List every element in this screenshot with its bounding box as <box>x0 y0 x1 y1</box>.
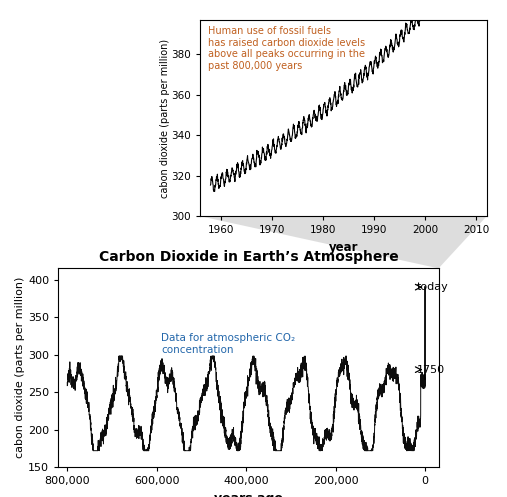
Text: Data for atmospheric CO₂
concentration: Data for atmospheric CO₂ concentration <box>161 333 295 355</box>
Y-axis label: cabon dioxide (parts per million): cabon dioxide (parts per million) <box>15 277 25 458</box>
Y-axis label: cabon dioxide (parts per million): cabon dioxide (parts per million) <box>160 38 170 198</box>
Text: today: today <box>417 282 448 292</box>
Text: Human use of fossil fuels
has raised carbon dioxide levels
above all peaks occur: Human use of fossil fuels has raised car… <box>208 26 365 71</box>
X-axis label: years ago: years ago <box>214 492 283 497</box>
Title: Carbon Dioxide in Earth’s Atmosphere: Carbon Dioxide in Earth’s Atmosphere <box>98 250 399 264</box>
Text: 1750: 1750 <box>417 365 445 375</box>
X-axis label: year: year <box>329 241 358 254</box>
